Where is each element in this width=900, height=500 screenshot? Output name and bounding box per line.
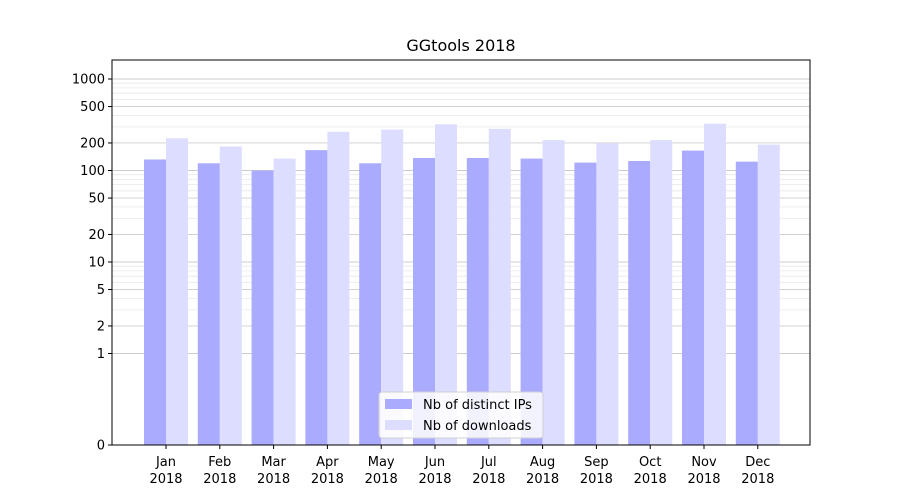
bar-distinct-ips	[574, 162, 597, 445]
y-tick-label: 20	[88, 228, 105, 243]
bar-distinct-ips	[735, 161, 758, 445]
x-tick-label-month: Oct	[639, 455, 661, 470]
y-tick-label: 0	[97, 439, 105, 454]
y-tick-label: 50	[88, 192, 105, 207]
y-tick-label: 500	[80, 100, 105, 115]
x-tick-label-month: Apr	[316, 455, 339, 470]
x-tick-label-month: Jun	[424, 455, 445, 470]
x-tick-label-month: Sep	[584, 455, 609, 470]
y-tick-label: 1	[97, 347, 105, 362]
plot-frame	[111, 59, 811, 446]
legend-box	[378, 391, 544, 439]
bar-distinct-ips	[359, 163, 382, 445]
bars	[144, 123, 780, 446]
x-tick-label-year: 2018	[472, 472, 505, 487]
y-axis: 0 1 2 5 10 20 50 100 200 500 1000	[72, 73, 112, 454]
x-tick-label-year: 2018	[418, 472, 451, 487]
bar-downloads	[704, 123, 726, 446]
x-tick-label-year: 2018	[687, 472, 720, 487]
x-tick-label-year: 2018	[365, 472, 398, 487]
bar-distinct-ips	[144, 159, 166, 446]
bar-downloads	[219, 146, 242, 445]
x-tick-label-month: Jul	[480, 455, 497, 470]
x-tick-label-month: Dec	[745, 455, 770, 470]
x-tick-label-year: 2018	[580, 472, 613, 487]
chart-title: GGtools 2018	[406, 36, 515, 55]
bar-downloads	[435, 124, 457, 445]
x-tick-label-year: 2018	[741, 472, 774, 487]
bar-downloads	[166, 138, 188, 445]
x-tick-label-month: Mar	[261, 455, 286, 470]
bar-distinct-ips	[251, 170, 274, 445]
bar-downloads	[542, 140, 565, 445]
y-tick-label: 10	[88, 256, 105, 271]
bar-distinct-ips	[413, 157, 435, 446]
y-tick-label: 2	[97, 319, 105, 334]
x-tick-label-year: 2018	[311, 472, 344, 487]
x-tick-label-month: May	[368, 455, 395, 470]
x-tick-label-year: 2018	[634, 472, 667, 487]
legend-swatch	[385, 420, 412, 430]
y-tick-label: 100	[80, 164, 105, 179]
legend-label: Nb of distinct IPs	[423, 398, 532, 413]
bar-distinct-ips	[682, 150, 704, 445]
y-tick-label: 1000	[72, 73, 105, 88]
bar-downloads	[757, 144, 780, 445]
x-tick-label-month: Jan	[155, 455, 176, 470]
x-axis: Jan 2018 Feb 2018 Mar 2018 Apr 2018 May 2018 Jun 20…	[149, 445, 774, 487]
bar-downloads	[273, 158, 296, 445]
x-tick-label-year: 2018	[526, 472, 559, 487]
bar-downloads	[650, 140, 673, 445]
bar-distinct-ips	[305, 150, 328, 445]
y-tick-label: 200	[80, 136, 105, 151]
legend-swatch	[385, 399, 412, 409]
x-tick-label-year: 2018	[203, 472, 236, 487]
x-tick-label-month: Aug	[530, 455, 555, 470]
bar-distinct-ips	[520, 158, 543, 445]
legend: Nb of distinct IPs Nb of downloads	[378, 391, 544, 439]
y-tick-label: 5	[97, 283, 105, 298]
legend-label: Nb of downloads	[423, 419, 532, 434]
x-tick-label-month: Nov	[691, 455, 717, 470]
bar-downloads	[327, 131, 350, 445]
x-tick-label-month: Feb	[208, 455, 231, 470]
bar-distinct-ips	[466, 157, 489, 446]
bar-distinct-ips	[197, 163, 220, 445]
bar-distinct-ips	[628, 161, 651, 445]
bar-downloads	[381, 129, 404, 446]
x-tick-label-year: 2018	[257, 472, 290, 487]
bar-downloads	[488, 128, 511, 445]
x-tick-label-year: 2018	[149, 472, 182, 487]
bar-downloads	[596, 143, 619, 445]
